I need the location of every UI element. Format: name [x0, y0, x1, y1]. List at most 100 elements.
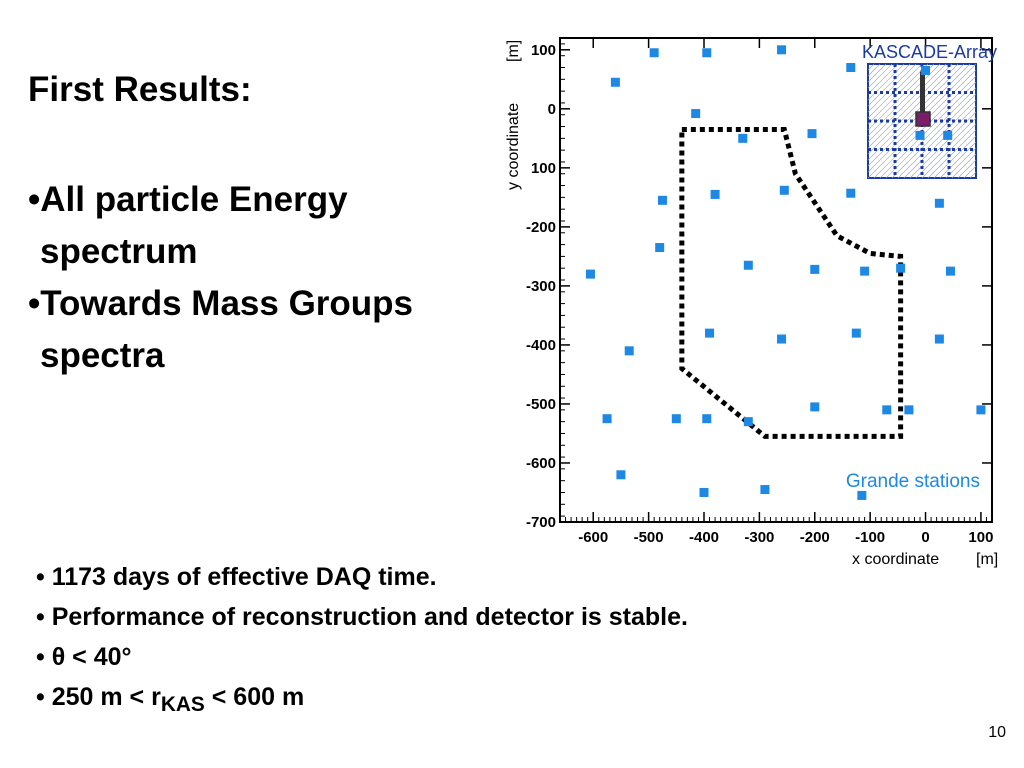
grande-station-marker: [934, 334, 944, 344]
y-tick-label: 100: [531, 42, 556, 59]
kascade-hatch: [867, 63, 911, 107]
kascade-hatch: [891, 93, 977, 179]
grande-station-marker: [649, 48, 659, 58]
grande-station-marker: [807, 129, 817, 139]
kascade-hatch: [867, 63, 887, 83]
grande-station-marker: [610, 77, 620, 87]
muon-tunnel-icon: [920, 72, 925, 112]
grande-station-marker: [705, 328, 715, 338]
y-tick-label: 100: [531, 160, 556, 177]
grande-station-marker: [777, 45, 787, 55]
x-axis-label: x coordinate: [852, 551, 939, 568]
x-tick-label: 0: [921, 529, 929, 546]
y-tick-label: -600: [526, 455, 556, 472]
y-tick-label: -300: [526, 278, 556, 295]
note-distance-prefix: • 250 m < r: [36, 683, 161, 711]
kascade-hatch: [867, 63, 941, 137]
grande-station-marker: [976, 405, 986, 415]
inset-label: KASCADE-Array: [862, 42, 997, 62]
grande-station-marker: [702, 414, 712, 424]
y-axis-label: y coordinate: [505, 103, 522, 190]
y-tick-label: -500: [526, 396, 556, 413]
grande-station-marker: [934, 198, 944, 208]
x-axis-unit: [m]: [976, 551, 998, 568]
kascade-hatch: [867, 63, 947, 143]
kascade-hatch: [903, 105, 977, 179]
grande-station-marker: [857, 490, 867, 500]
grande-station-marker: [921, 65, 931, 75]
station-layout-chart: -600 -500 -400 -300 -200 -100 0 100 100 0 100 -200 -…: [505, 37, 998, 568]
grande-station-marker: [691, 109, 701, 119]
bullet-line: •All particle Energy: [28, 180, 348, 219]
grande-station-marker: [738, 133, 748, 143]
selection-boundary: [679, 126, 904, 439]
grande-station-marker: [846, 188, 856, 198]
grande-station-marker: [743, 417, 753, 427]
grande-station-marker: [779, 185, 789, 195]
y-tick-label: -400: [526, 337, 556, 354]
kascade-hatch: [867, 63, 899, 95]
kascade-hatch: [867, 63, 893, 89]
x-tick-label: -300: [744, 529, 774, 546]
x-tick-label: -400: [689, 529, 719, 546]
grande-station-marker: [882, 405, 892, 415]
grande-station-marker: [671, 414, 681, 424]
note-stability: • Performance of reconstruction and dete…: [36, 603, 688, 631]
bullet-mass-groups: •Towards Mass Groups spectra: [28, 278, 413, 382]
grande-station-marker: [943, 130, 953, 140]
kascade-hatch: [867, 63, 959, 155]
result-bullet-list: •All particle Energy spectrum •Towards M…: [28, 174, 413, 382]
kascade-hatch: [927, 129, 977, 179]
bullet-line-continued: spectra: [40, 336, 165, 375]
note-zenith-cut: • θ < 40°: [36, 643, 132, 671]
kascade-hatch: [969, 171, 977, 179]
y-tick-label: -700: [526, 514, 556, 531]
x-tick-label: -500: [634, 529, 664, 546]
note-distance-subscript: KAS: [160, 693, 205, 716]
x-tick-label: -100: [855, 529, 885, 546]
kascade-hatch: [945, 147, 977, 179]
grande-station-marker: [710, 189, 720, 199]
y-axis-unit: [m]: [505, 40, 522, 62]
bullet-line-continued: spectrum: [40, 232, 198, 271]
note-distance-cut: • 250 m < rKAS < 600 m: [36, 677, 688, 725]
x-tick-label: 100: [968, 529, 993, 546]
grande-station-marker: [624, 346, 634, 356]
bullet-line: •Towards Mass Groups: [28, 284, 414, 323]
grande-station-marker: [743, 260, 753, 270]
y-tick-label: -200: [526, 219, 556, 236]
kascade-hatch: [867, 63, 917, 113]
grande-station-marker: [915, 130, 925, 140]
kascade-hatch: [951, 153, 977, 179]
kascade-hatch: [885, 87, 977, 179]
grande-station-marker: [860, 266, 870, 276]
kascade-hatch: [957, 159, 977, 179]
kascade-hatch: [897, 99, 977, 179]
grande-station-marker: [655, 243, 665, 253]
grande-station-marker: [945, 266, 955, 276]
y-tick-label: 0: [548, 101, 556, 118]
grande-station-marker: [810, 402, 820, 412]
central-detector-icon: [915, 111, 931, 127]
grande-station-marker: [616, 470, 626, 480]
series-label: Grande stations: [846, 471, 980, 492]
kascade-hatch: [963, 165, 977, 179]
grande-station-marker: [760, 485, 770, 495]
grande-station-marker: [851, 328, 861, 338]
grande-station-marker: [846, 63, 856, 73]
grande-station-marker: [777, 334, 787, 344]
grande-station-marker: [904, 405, 914, 415]
grande-station-marker: [896, 263, 906, 273]
note-distance-suffix: < 600 m: [204, 683, 305, 711]
grande-station-marker: [602, 414, 612, 424]
x-tick-label: -600: [578, 529, 608, 546]
notes-list: • 1173 days of effective DAQ time. • Per…: [36, 557, 688, 725]
bullet-energy-spectrum: •All particle Energy spectrum: [28, 174, 413, 278]
grande-station-marker: [585, 269, 595, 279]
page-number: 10: [988, 724, 1006, 741]
kascade-hatch: [933, 135, 977, 179]
grande-station-marker: [657, 195, 667, 205]
kascade-hatch: [867, 63, 875, 71]
slide-heading: First Results:: [28, 70, 252, 109]
x-tick-label: -200: [800, 529, 830, 546]
